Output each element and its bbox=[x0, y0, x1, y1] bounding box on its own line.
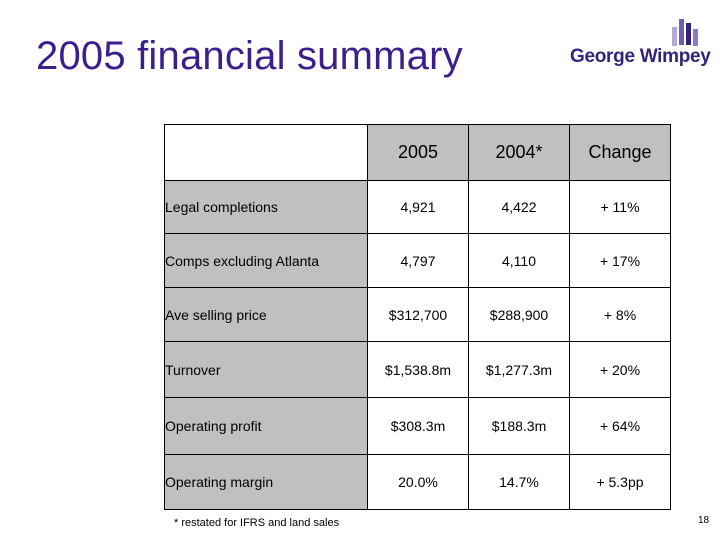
value-2005: $312,700 bbox=[367, 287, 469, 342]
table-row: Ave selling price $312,700 $288,900 + 8% bbox=[164, 287, 671, 342]
row-label: Comps excluding Atlanta bbox=[164, 233, 368, 288]
value-change: + 8% bbox=[569, 287, 671, 342]
table-row: Operating margin 20.0% 14.7% + 5.3pp bbox=[164, 454, 671, 510]
value-change: + 20% bbox=[569, 341, 671, 398]
value-2005: 4,797 bbox=[367, 233, 469, 288]
header-empty-cell bbox=[164, 124, 368, 181]
value-change: + 5.3pp bbox=[569, 454, 671, 510]
logo-bars-icon bbox=[672, 19, 698, 46]
row-label: Legal completions bbox=[164, 180, 368, 234]
page-number: 18 bbox=[698, 515, 710, 526]
value-2004: $288,900 bbox=[468, 287, 570, 342]
value-2004: 4,422 bbox=[468, 180, 570, 234]
value-2005: 4,921 bbox=[367, 180, 469, 234]
column-header-change: Change bbox=[569, 124, 671, 181]
table-header-row: 2005 2004* Change bbox=[164, 124, 671, 181]
company-logo: George Wimpey bbox=[566, 16, 711, 72]
value-change: + 17% bbox=[569, 233, 671, 288]
footnote: * restated for IFRS and land sales bbox=[174, 517, 340, 529]
financial-summary-table: 2005 2004* Change Legal completions 4,92… bbox=[164, 124, 671, 510]
logo-wordmark: George Wimpey bbox=[570, 46, 711, 67]
row-label: Operating margin bbox=[164, 454, 368, 510]
value-2004: $188.3m bbox=[468, 397, 570, 455]
column-header-2005: 2005 bbox=[367, 124, 469, 181]
value-change: + 11% bbox=[569, 180, 671, 234]
value-change: + 64% bbox=[569, 397, 671, 455]
value-2005: $308.3m bbox=[367, 397, 469, 455]
value-2004: 14.7% bbox=[468, 454, 570, 510]
value-2005: $1,538.8m bbox=[367, 341, 469, 398]
value-2005: 20.0% bbox=[367, 454, 469, 510]
table-row: Legal completions 4,921 4,422 + 11% bbox=[164, 180, 671, 234]
table-row: Comps excluding Atlanta 4,797 4,110 + 17… bbox=[164, 233, 671, 288]
slide-title: 2005 financial summary bbox=[36, 34, 463, 78]
value-2004: $1,277.3m bbox=[468, 341, 570, 398]
row-label: Operating profit bbox=[164, 397, 368, 455]
value-2004: 4,110 bbox=[468, 233, 570, 288]
table-row: Turnover $1,538.8m $1,277.3m + 20% bbox=[164, 341, 671, 398]
column-header-2004: 2004* bbox=[468, 124, 570, 181]
row-label: Turnover bbox=[164, 341, 368, 398]
table-row: Operating profit $308.3m $188.3m + 64% bbox=[164, 397, 671, 455]
row-label: Ave selling price bbox=[164, 287, 368, 342]
